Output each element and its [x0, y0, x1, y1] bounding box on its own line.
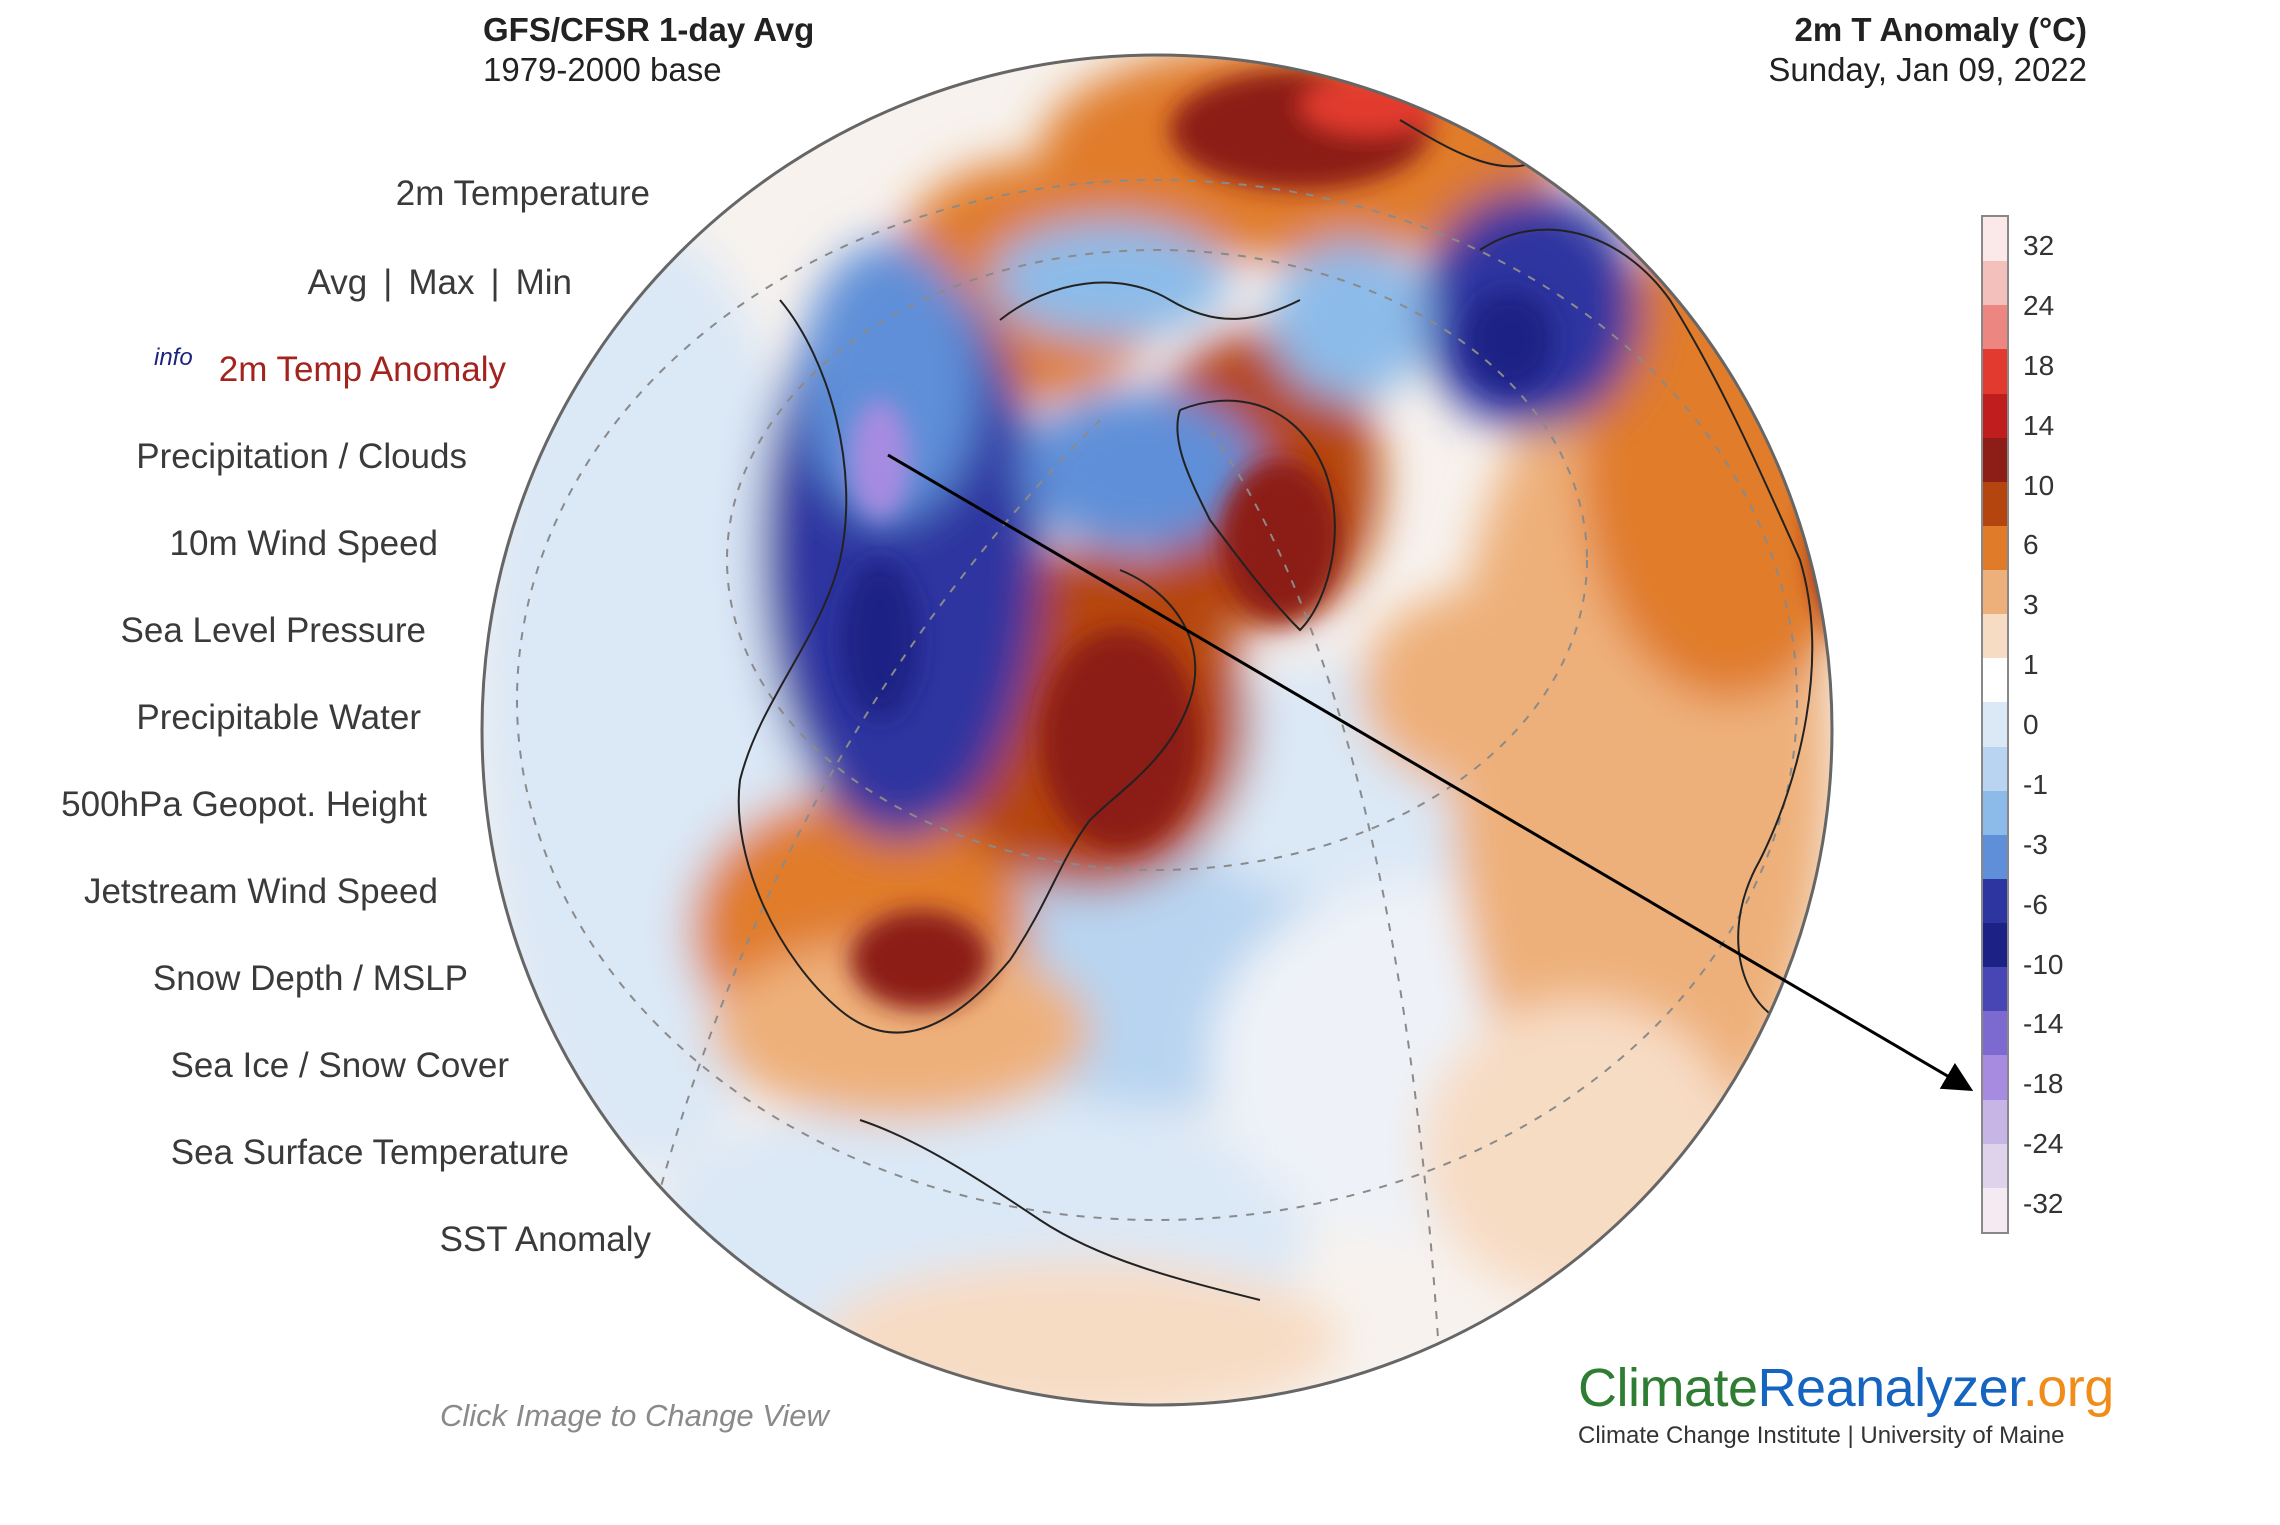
color-scale-label: -24 — [2023, 1128, 2064, 1160]
color-scale-label: -6 — [2023, 888, 2048, 920]
info-link[interactable]: info — [154, 344, 193, 371]
color-scale-label: 6 — [2023, 529, 2039, 561]
menu-separator: | — [383, 263, 393, 302]
color-scale-swatch — [1983, 525, 2007, 570]
color-scale-label: -1 — [2023, 768, 2048, 800]
color-scale-label: -32 — [2023, 1188, 2064, 1219]
color-scale-swatch — [1983, 614, 2007, 659]
color-scale-swatch — [1983, 1187, 2007, 1232]
color-scale-swatch — [1983, 393, 2007, 438]
menu-sea-ice-snow-cover[interactable]: Sea Ice / Snow Cover — [170, 1046, 510, 1085]
brand-logo[interactable]: ClimateReanalyzer.org — [1578, 1358, 2114, 1418]
color-scale-swatch — [1983, 305, 2007, 350]
color-scale-label: -10 — [2023, 948, 2064, 980]
click-hint: Click Image to Change View — [440, 1398, 829, 1433]
color-scale-labels: 32 24 18 14 10 6 3 1 0 -1 -3 -6 -10 -14 -18 -24 -32 — [2023, 215, 2113, 1234]
color-scale-label: 14 — [2023, 409, 2055, 441]
menu-separator: | — [490, 263, 500, 302]
color-scale-bar — [1981, 215, 2009, 1234]
annotation-arrow — [887, 453, 1974, 1092]
menu-sea-level-pressure[interactable]: Sea Level Pressure — [120, 611, 426, 650]
color-scale-label: -18 — [2023, 1068, 2064, 1100]
brand-subtitle: Climate Change Institute | University of… — [1578, 1422, 2065, 1449]
menu-10m-wind-speed[interactable]: 10m Wind Speed — [169, 524, 438, 563]
variable-title: 2m T Anomaly (°C) — [1794, 11, 2087, 48]
color-scale-swatch — [1983, 1099, 2007, 1144]
color-scale-swatch — [1983, 834, 2007, 879]
color-scale-swatch — [1983, 658, 2007, 703]
color-scale-swatch — [1983, 570, 2007, 615]
color-scale-label: 10 — [2023, 469, 2055, 501]
menu-min[interactable]: Min — [515, 263, 572, 302]
header-right: 2m T Anomaly (°C) Sunday, Jan 09, 2022 — [1768, 10, 2087, 90]
color-scale-swatch — [1983, 790, 2007, 835]
color-scale-label: 0 — [2023, 709, 2039, 740]
map-date: Sunday, Jan 09, 2022 — [1768, 51, 2087, 88]
base-period: 1979-2000 base — [483, 51, 722, 88]
menu-max[interactable]: Max — [408, 263, 475, 302]
color-scale-label: -14 — [2023, 1008, 2064, 1040]
menu-avg[interactable]: Avg — [307, 263, 368, 302]
menu-2m-temp-anomaly[interactable]: 2m Temp Anomaly — [218, 350, 506, 389]
menu-temp-stat-group: Avg | Max | Min — [308, 263, 572, 303]
color-scale-swatch — [1983, 1055, 2007, 1100]
color-scale-label: 32 — [2023, 230, 2055, 261]
color-scale-swatch — [1983, 481, 2007, 526]
header-left: GFS/CFSR 1-day Avg 1979-2000 base — [483, 10, 814, 90]
color-scale-swatch — [1983, 746, 2007, 791]
menu-snow-depth-mslp[interactable]: Snow Depth / MSLP — [152, 959, 468, 998]
menu-sst-anomaly[interactable]: SST Anomaly — [439, 1220, 651, 1259]
menu-sea-surface-temperature[interactable]: Sea Surface Temperature — [170, 1133, 569, 1172]
menu-precipitation-clouds[interactable]: Precipitation / Clouds — [136, 437, 467, 476]
color-scale-label: 1 — [2023, 649, 2039, 681]
color-scale-swatch — [1983, 1143, 2007, 1188]
color-scale-swatch — [1983, 349, 2007, 394]
color-scale-swatch — [1983, 923, 2007, 968]
menu-500hpa-geopot-height[interactable]: 500hPa Geopot. Height — [61, 785, 427, 824]
color-scale-swatch — [1983, 261, 2007, 306]
color-scale-swatch — [1983, 967, 2007, 1012]
map-source-title: GFS/CFSR 1-day Avg — [483, 11, 815, 48]
color-scale-swatch — [1983, 702, 2007, 747]
color-scale-swatch — [1983, 217, 2007, 262]
color-scale-swatch — [1983, 878, 2007, 923]
menu-2m-temperature[interactable]: 2m Temperature — [395, 174, 650, 213]
color-scale-label: 3 — [2023, 589, 2039, 621]
color-scale-swatch — [1983, 437, 2007, 482]
menu-jetstream-wind-speed[interactable]: Jetstream Wind Speed — [83, 872, 438, 911]
color-scale-label: 24 — [2023, 289, 2055, 321]
color-scale-label: -3 — [2023, 828, 2048, 860]
menu-precipitable-water[interactable]: Precipitable Water — [136, 698, 421, 737]
color-scale-swatch — [1983, 1011, 2007, 1056]
color-scale-label: 18 — [2023, 349, 2055, 381]
